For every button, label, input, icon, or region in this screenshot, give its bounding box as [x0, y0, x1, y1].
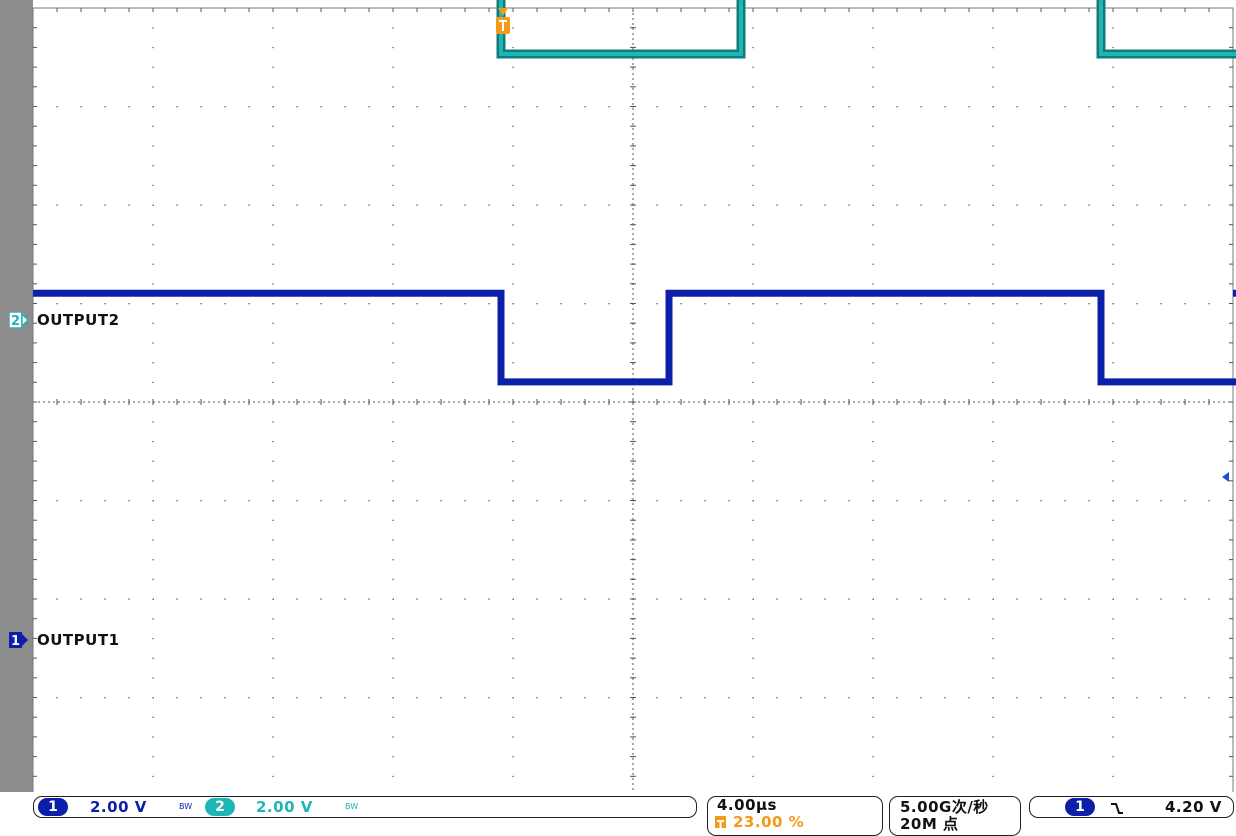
- channel1-label: OUTPUT1: [37, 631, 120, 649]
- channel1-scale: 2.00 V: [90, 798, 147, 816]
- channel2-bandwidth-limit: BW: [345, 802, 359, 811]
- channel1-bandwidth-limit: BW: [179, 802, 193, 811]
- channel1-waveform: [33, 289, 1236, 386]
- falling-edge-icon: [1110, 800, 1124, 814]
- channel2-ground-marker[interactable]: 2: [8, 311, 30, 329]
- trigger-position-icon: [715, 816, 726, 830]
- vertical-scale-readout[interactable]: [33, 796, 697, 818]
- channel2-waveform: [499, 0, 1236, 56]
- channel2-label: OUTPUT2: [37, 311, 120, 329]
- sample-rate: 5.00G次/秒: [900, 798, 989, 816]
- record-length: 20M 点: [900, 815, 959, 833]
- status-bar: 1 2.00 V BW 2 2.00 V BW 4.00µs 23.00 % 5…: [0, 792, 1236, 836]
- channel1-ground-marker[interactable]: 1: [9, 632, 29, 649]
- timebase-scale: 4.00µs: [717, 796, 777, 814]
- trigger-t-glyph: [499, 20, 507, 31]
- trigger-position-marker[interactable]: [496, 8, 510, 34]
- channel2-badge[interactable]: 2: [205, 798, 235, 816]
- horizontal-readout[interactable]: [707, 796, 883, 836]
- trigger-source-badge: 1: [1065, 798, 1095, 816]
- trigger-position-percent: 23.00 %: [733, 813, 805, 831]
- trigger-level: 4.20 V: [1165, 798, 1222, 816]
- left-panel-strip: [0, 0, 33, 796]
- channel1-badge[interactable]: 1: [38, 798, 68, 816]
- channel2-marker-number: 2: [11, 314, 20, 328]
- trigger-position-arrow: [498, 8, 508, 16]
- trigger-level-arrow: [1222, 472, 1229, 482]
- channel1-marker-number: 1: [11, 634, 20, 648]
- channel2-scale: 2.00 V: [256, 798, 313, 816]
- acquisition-readout[interactable]: [889, 796, 1021, 836]
- waveform-traces: [33, 0, 1236, 386]
- trigger-level-arrow-icon[interactable]: [1222, 472, 1229, 482]
